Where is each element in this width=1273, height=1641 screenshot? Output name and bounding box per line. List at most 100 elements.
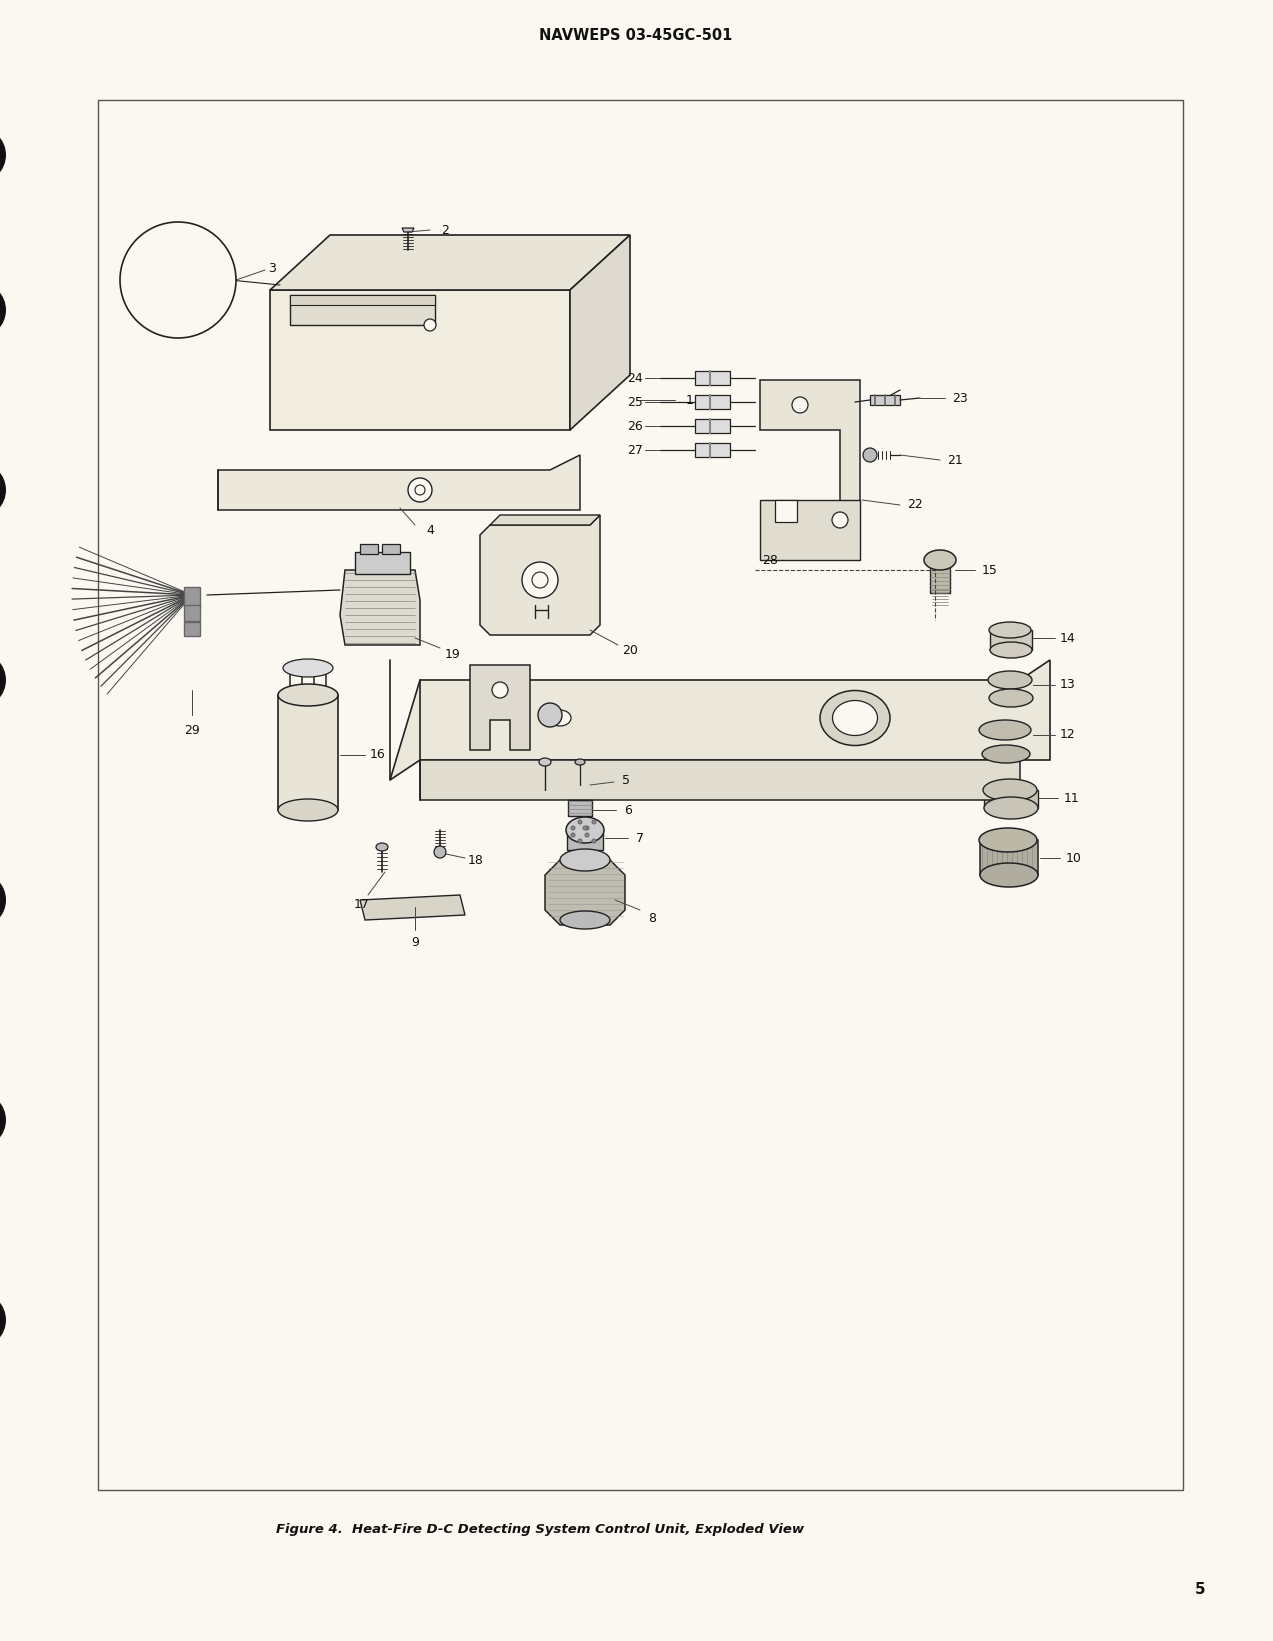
Polygon shape bbox=[570, 235, 630, 430]
Ellipse shape bbox=[989, 622, 1031, 638]
Text: 3: 3 bbox=[269, 261, 276, 274]
Ellipse shape bbox=[560, 911, 610, 929]
Text: 2: 2 bbox=[440, 223, 449, 236]
Bar bbox=[185, 606, 200, 620]
Bar bbox=[980, 840, 1037, 875]
Bar bbox=[290, 295, 435, 325]
Bar bbox=[278, 696, 339, 811]
Polygon shape bbox=[402, 228, 414, 231]
Text: 26: 26 bbox=[628, 420, 643, 433]
Circle shape bbox=[434, 847, 446, 858]
Ellipse shape bbox=[979, 829, 1037, 852]
Polygon shape bbox=[760, 501, 861, 560]
Circle shape bbox=[592, 839, 596, 843]
Ellipse shape bbox=[566, 817, 603, 843]
Text: 14: 14 bbox=[1060, 632, 1076, 645]
Text: 23: 23 bbox=[952, 392, 967, 404]
Bar bbox=[568, 801, 592, 816]
Text: 27: 27 bbox=[628, 443, 643, 456]
Text: 18: 18 bbox=[468, 853, 484, 866]
Bar bbox=[695, 395, 729, 409]
Bar bbox=[695, 418, 729, 433]
Text: 24: 24 bbox=[628, 371, 643, 384]
Text: 10: 10 bbox=[1066, 852, 1082, 865]
Ellipse shape bbox=[983, 779, 1037, 801]
Bar bbox=[185, 587, 200, 607]
Bar bbox=[355, 551, 410, 574]
Ellipse shape bbox=[820, 691, 890, 745]
Circle shape bbox=[532, 573, 547, 587]
Bar bbox=[290, 295, 435, 305]
Circle shape bbox=[415, 486, 425, 496]
Bar bbox=[695, 371, 729, 386]
Circle shape bbox=[522, 561, 558, 597]
Ellipse shape bbox=[575, 760, 586, 765]
Text: Figure 4.  Heat-Fire D-C Detecting System Control Unit, Exploded View: Figure 4. Heat-Fire D-C Detecting System… bbox=[276, 1523, 805, 1536]
Ellipse shape bbox=[980, 863, 1037, 888]
Circle shape bbox=[0, 126, 6, 184]
Circle shape bbox=[833, 512, 848, 528]
Circle shape bbox=[0, 463, 6, 519]
Text: 6: 6 bbox=[624, 804, 631, 817]
Circle shape bbox=[0, 282, 6, 338]
Bar bbox=[98, 100, 1183, 1490]
Ellipse shape bbox=[981, 745, 1030, 763]
Text: 19: 19 bbox=[446, 648, 461, 661]
Text: 4: 4 bbox=[426, 523, 434, 537]
Text: 25: 25 bbox=[628, 395, 643, 409]
Circle shape bbox=[578, 820, 582, 824]
Ellipse shape bbox=[979, 720, 1031, 740]
Polygon shape bbox=[270, 235, 630, 290]
Bar bbox=[185, 622, 200, 637]
Circle shape bbox=[120, 222, 236, 338]
Ellipse shape bbox=[984, 798, 1037, 819]
Bar bbox=[695, 443, 729, 456]
Bar bbox=[775, 501, 797, 522]
Bar bbox=[566, 830, 603, 850]
Circle shape bbox=[424, 318, 435, 331]
Ellipse shape bbox=[833, 701, 877, 735]
Circle shape bbox=[583, 825, 587, 830]
Polygon shape bbox=[340, 569, 420, 645]
Circle shape bbox=[538, 702, 561, 727]
Bar bbox=[869, 395, 900, 405]
Circle shape bbox=[592, 820, 596, 824]
Bar bbox=[931, 568, 950, 592]
Text: 28: 28 bbox=[763, 553, 778, 566]
Ellipse shape bbox=[989, 689, 1032, 707]
Circle shape bbox=[409, 478, 432, 502]
Circle shape bbox=[0, 1091, 6, 1149]
Polygon shape bbox=[760, 381, 861, 560]
Ellipse shape bbox=[988, 671, 1032, 689]
Text: 8: 8 bbox=[648, 911, 656, 924]
Polygon shape bbox=[480, 515, 600, 635]
Bar bbox=[382, 545, 400, 555]
Polygon shape bbox=[470, 665, 530, 750]
Text: 1: 1 bbox=[686, 394, 694, 407]
Text: 21: 21 bbox=[947, 453, 962, 466]
Circle shape bbox=[863, 448, 877, 463]
Text: 22: 22 bbox=[908, 499, 923, 512]
Circle shape bbox=[572, 834, 575, 837]
Polygon shape bbox=[390, 660, 1050, 779]
Ellipse shape bbox=[549, 711, 572, 725]
Ellipse shape bbox=[278, 799, 339, 820]
Circle shape bbox=[0, 871, 6, 929]
Ellipse shape bbox=[990, 642, 1032, 658]
Ellipse shape bbox=[538, 758, 551, 766]
Bar bbox=[984, 789, 1037, 807]
Polygon shape bbox=[168, 320, 188, 328]
Text: 17: 17 bbox=[354, 899, 370, 911]
Circle shape bbox=[0, 651, 6, 707]
Bar bbox=[990, 630, 1032, 650]
Ellipse shape bbox=[560, 848, 610, 871]
Text: 12: 12 bbox=[1060, 729, 1076, 742]
Polygon shape bbox=[218, 455, 580, 510]
Text: 20: 20 bbox=[622, 643, 638, 656]
Ellipse shape bbox=[283, 660, 334, 678]
Circle shape bbox=[578, 839, 582, 843]
Text: NAVWEPS 03-45GC-501: NAVWEPS 03-45GC-501 bbox=[540, 28, 733, 43]
Text: 7: 7 bbox=[636, 832, 644, 845]
Text: 9: 9 bbox=[411, 935, 419, 948]
Text: 5: 5 bbox=[622, 773, 630, 786]
